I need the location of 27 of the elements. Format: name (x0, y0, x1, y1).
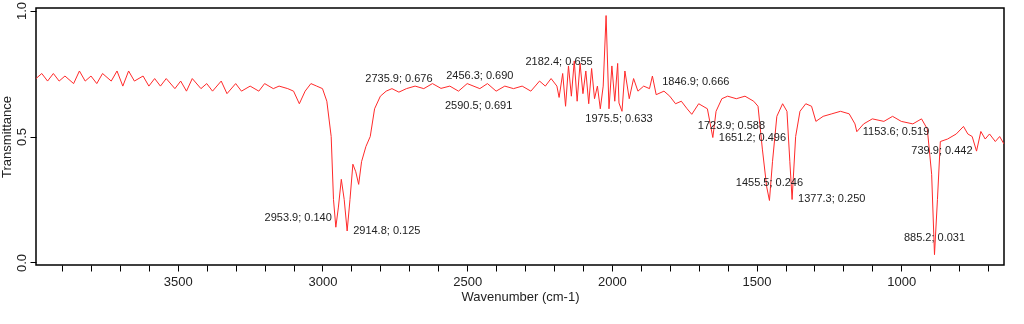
x-tick-label: 2000 (597, 273, 627, 289)
annotation: 2735.9; 0.676 (365, 72, 433, 85)
annotation: 2590.5; 0.691 (445, 99, 513, 112)
annotation: 1651.2; 0.496 (718, 130, 787, 143)
line-series (36, 15, 1004, 256)
y-tick-label: 0.5 (13, 127, 29, 147)
x-axis-title: Wavenumber (cm-1) (461, 288, 580, 304)
annotation: 1723.9; 0.588 (697, 119, 766, 132)
x-tick-label: 1500 (742, 273, 772, 289)
annotation: 1153.6; 0.519 (862, 124, 930, 137)
y-axis-title: Transmittance (0, 96, 14, 178)
annotation: 1377.3; 0.250 (798, 192, 866, 205)
annotation: 885.2; 0.031 (903, 230, 966, 243)
annotation: 1455.5; 0.246 (735, 176, 804, 189)
annotation: 739.9; 0.442 (911, 144, 973, 157)
annotation: 2953.9; 0.140 (264, 211, 332, 224)
x-tick-label: 2500 (453, 273, 483, 289)
y-tick-label: 0.0 (13, 253, 29, 273)
y-tick-label: 1.0 (13, 1, 29, 21)
annotation: 2456.3; 0.690 (446, 68, 514, 81)
x-tick-label: 3500 (163, 273, 193, 289)
annotation: 2182.4; 0.655 (525, 55, 593, 68)
x-tick-label: 3000 (308, 273, 338, 289)
annotation: 1846.9; 0.666 (662, 74, 730, 87)
x-tick-label: 1000 (887, 273, 917, 289)
annotation: 2914.8; 0.125 (353, 223, 421, 236)
annotation: 1975.5; 0.633 (585, 111, 653, 124)
